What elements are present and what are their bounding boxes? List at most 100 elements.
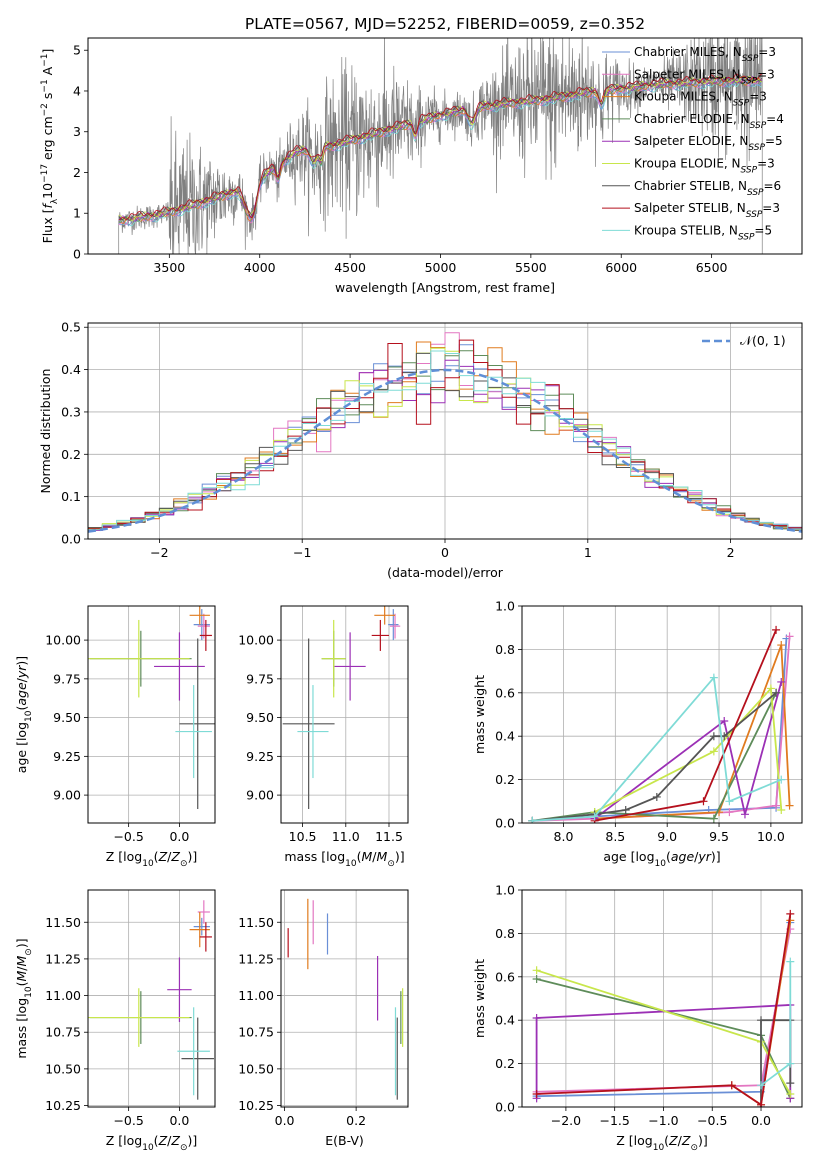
y-tick-label: 0.4 [495, 729, 515, 744]
y-axis-label: Flux [fλ10−17 erg cm−2 s−1 A−1] [40, 49, 60, 244]
y-tick-label: 9.50 [53, 710, 81, 725]
x-tick-label: −2.0 [551, 1113, 581, 1128]
legend-entry: Chabrier STELIB, NSSP=6 [634, 179, 781, 198]
y-tick-label: 10.50 [45, 1061, 81, 1076]
age_vs_mass-frame [280, 605, 409, 824]
weight-point-marker [777, 677, 786, 686]
weight-point-marker [740, 810, 749, 819]
weight_vs_Z-frame [521, 889, 803, 1108]
y-tick-label: 0.6 [495, 969, 515, 984]
y-tick-label: 9.50 [246, 710, 274, 725]
x-tick-label: 5500 [515, 260, 547, 275]
y-tick-label: 0.2 [495, 772, 515, 787]
weight_vs_age-frame [521, 605, 803, 824]
x-axis-label: Z [log10(Z/Z⊙)] [106, 1133, 198, 1153]
y-tick-label: 0.0 [61, 532, 81, 547]
age_vs_Z-frame [87, 605, 216, 824]
weight-point-marker [786, 1079, 795, 1088]
x-tick-label: −1.5 [600, 1113, 630, 1128]
weight-point-marker [532, 966, 541, 975]
residuals-panel: −2 −1 0 1 2 0.0 0.1 0.2 0.3 0.4 0.5 (data-model)/er… [38, 320, 803, 580]
x-tick-label: 5000 [425, 260, 457, 275]
y-tick-label: 1.0 [495, 599, 515, 614]
y-tick-label: 11.25 [238, 951, 274, 966]
normal-curve [88, 368, 802, 533]
weight_vs_Z-plot-area [532, 909, 795, 1107]
x-axis-label: wavelength [Angstrom, rest frame] [335, 280, 555, 295]
figure-title: PLATE=0567, MJD=52252, FIBERID=0059, z=0… [245, 15, 645, 33]
y-tick-label: 10.00 [45, 633, 81, 648]
weight-point-marker [786, 957, 795, 966]
y-tick-label: 9.00 [246, 788, 274, 803]
y-tick-label: 3 [73, 124, 81, 139]
weight-point-marker [786, 909, 795, 918]
y-tick-label: 0.0 [495, 816, 515, 831]
x-tick-label: −2 [150, 545, 168, 560]
x-tick-label: 1 [584, 545, 592, 560]
legend-entry: Chabrier ELODIE, NSSP=4 [634, 112, 784, 131]
weight-point-marker [709, 814, 718, 823]
histogram-step-line [88, 350, 802, 531]
data-spectrum-line [118, 38, 763, 254]
y-tick-label: 0.0 [495, 1100, 515, 1115]
weight-series-line [536, 913, 792, 1107]
weight-point-marker [725, 797, 734, 806]
y-tick-label: 10.75 [45, 1025, 81, 1040]
weight-point-marker [590, 812, 599, 821]
weight-point-marker [528, 816, 537, 823]
weight-point-marker [785, 632, 794, 641]
y-tick-label: 0.8 [495, 926, 515, 941]
x-tick-label: 4000 [244, 260, 276, 275]
y-tick-label: 5 [73, 43, 81, 58]
y-axis-label: mass weight [472, 675, 487, 754]
weight-point-marker [652, 792, 661, 801]
age_vs_mass-plot-area [282, 606, 401, 810]
weight-point-marker [757, 1016, 766, 1025]
x-tick-label: 11.0 [332, 829, 360, 844]
x-tick-label: −0.5 [697, 1113, 727, 1128]
mass_vs_ebv-plot-area [287, 898, 404, 1100]
x-tick-label: 11.5 [375, 829, 403, 844]
residuals-plot-area [88, 332, 802, 533]
spectrum-panel: 3500 4000 4500 5000 5500 6000 6500 0 1 2 3 4 5 wavele… [40, 37, 803, 295]
mass_vs_Z-panel: −0.5 0.0 10.25 10.50 10.75 11.00 11.25 11.50 Z [… [14, 889, 216, 1153]
x-tick-label: 8.0 [554, 829, 574, 844]
legend-entry: Salpeter STELIB, NSSP=3 [634, 201, 780, 220]
x-axis-label: E(B-V) [325, 1133, 364, 1148]
weight-point-marker [777, 805, 786, 814]
mass_vs_Z-plot-area [88, 900, 214, 1100]
weight-point-marker [532, 1014, 541, 1023]
weight-point-marker [699, 797, 708, 806]
weight-point-marker [621, 805, 630, 814]
x-tick-label: 8.5 [605, 829, 625, 844]
weight-series-line [594, 681, 783, 820]
x-tick-label: 9.5 [709, 829, 729, 844]
weight-point-marker [772, 801, 781, 810]
weight-point-marker [786, 1059, 795, 1068]
y-tick-label: 0.2 [495, 1056, 515, 1071]
age_vs_mass-panel: 10.5 11.0 11.5 9.00 9.25 9.50 9.75 10.00 mass [l… [238, 605, 409, 869]
model-spectrum-line [118, 80, 762, 227]
x-tick-label: 3500 [153, 260, 185, 275]
y-tick-label: 0.5 [61, 320, 81, 335]
weight-point-marker [720, 717, 729, 726]
weight-series-line [532, 692, 777, 822]
x-tick-label: 0.0 [169, 1113, 189, 1128]
y-tick-label: 10.00 [238, 633, 274, 648]
y-tick-label: 11.25 [45, 951, 81, 966]
x-axis-label: mass [log10(M/M⊙)] [284, 849, 404, 869]
y-tick-label: 10.25 [238, 1098, 274, 1113]
x-tick-label: 9.0 [657, 829, 677, 844]
y-tick-label: 0.1 [61, 489, 81, 504]
plots-layer: 3500 4000 4500 5000 5500 6000 6500 0 1 2 3 4 5 wavele… [14, 37, 803, 1153]
x-tick-label: −1 [293, 545, 311, 560]
y-tick-label: 0.4 [495, 1013, 515, 1028]
x-axis-label: (data-model)/error [387, 565, 504, 580]
y-tick-label: 1 [73, 206, 81, 221]
y-axis-label: age [log10(age/yr)] [14, 656, 34, 773]
x-tick-label: −0.5 [113, 829, 143, 844]
y-axis-label: mass weight [472, 959, 487, 1038]
weight-point-marker [785, 801, 794, 810]
y-tick-label: 9.25 [246, 749, 274, 764]
